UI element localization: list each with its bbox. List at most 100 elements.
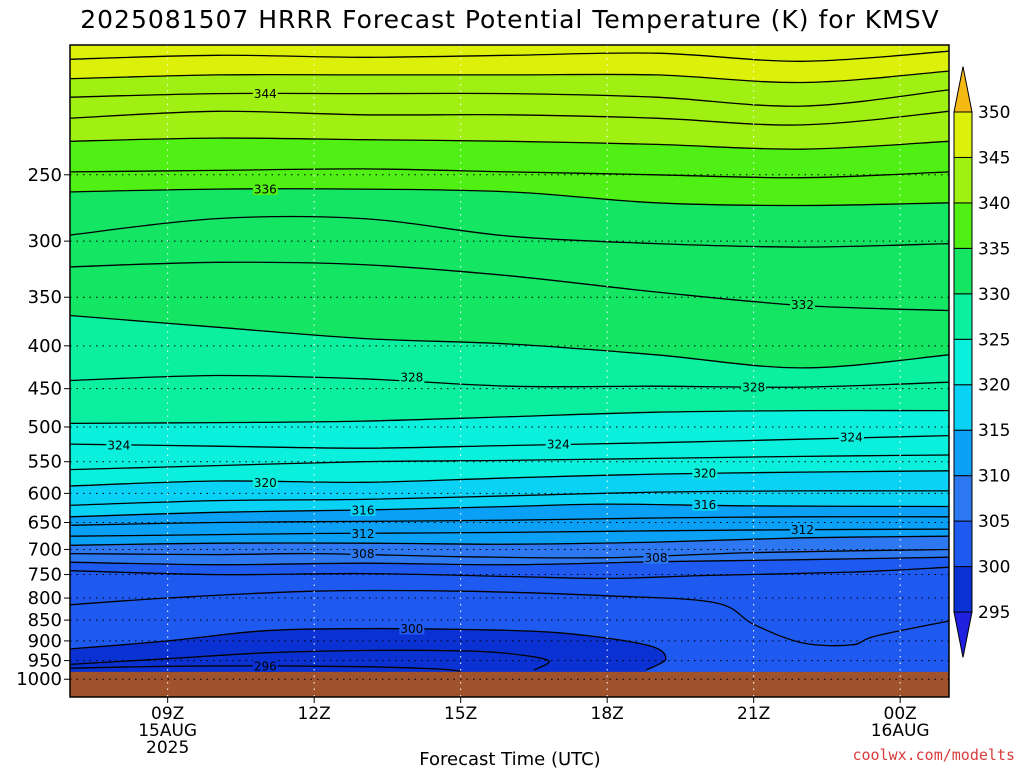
contour-line: [70, 665, 461, 672]
x-tick-label: 15AUG: [138, 721, 197, 741]
colorbar-tick-label: 305: [978, 512, 1010, 532]
contour-line: [70, 556, 949, 566]
y-tick-label: 550: [28, 452, 62, 473]
contour-label-bg: [643, 551, 669, 564]
contour-line: [70, 434, 949, 449]
contour-label-bg: [790, 523, 815, 536]
contour-line: [70, 589, 949, 647]
y-tick-label: 750: [28, 565, 62, 586]
colorbar-tick-label: 330: [978, 285, 1010, 305]
colorbar-tick-label: 335: [978, 239, 1010, 259]
x-tick-label: 21Z: [737, 704, 770, 724]
contour-label: 312: [352, 527, 375, 541]
contour-line: [70, 137, 949, 150]
contour-label: 324: [107, 438, 130, 452]
contour-line: [70, 374, 949, 388]
y-tick-label: 350: [28, 287, 62, 308]
y-tick-label: 650: [28, 512, 62, 533]
x-tick-label: 16AUG: [871, 721, 930, 741]
contour-line: [70, 409, 949, 425]
colorbar-tick-label: 340: [978, 194, 1010, 214]
contour-label-bg: [399, 622, 425, 635]
grid-lines: [70, 45, 949, 697]
y-tick-label: 1000: [16, 669, 62, 690]
colorbar-swatch: [953, 338, 973, 386]
colorbar-swatch: [953, 293, 973, 340]
contour-label-bg: [350, 527, 376, 540]
colorbar-swatch: [953, 111, 973, 158]
contour-label: 296: [254, 659, 277, 673]
colorbar-tick-label: 300: [978, 558, 1010, 578]
colorbar-tick-label: 345: [978, 148, 1010, 168]
contour-label-bg: [252, 87, 278, 100]
colorbar-tick-label: 325: [978, 330, 1010, 350]
colorbar-tick-label: 320: [978, 376, 1010, 396]
contour-label: 324: [840, 431, 863, 445]
y-tick-label: 850: [28, 610, 62, 631]
colorbar-swatch: [953, 475, 973, 522]
contour-line: [70, 168, 949, 179]
contour-label-bg: [838, 431, 864, 444]
plot-frame: [69, 44, 950, 698]
chart-title: 2025081507 HRRR Forecast Potential Tempe…: [80, 5, 939, 34]
y-tick-label: 800: [28, 588, 62, 609]
contour-label: 324: [547, 438, 570, 452]
contour-label-bg: [252, 659, 278, 672]
x-tick-label: 2025: [146, 738, 189, 758]
colorbar-tick-label: 315: [978, 421, 1010, 441]
contour-line: [70, 516, 949, 526]
contour-label: 344: [254, 87, 277, 101]
contour-label-bg: [692, 466, 718, 479]
contour-label-bg: [252, 183, 278, 196]
colorbar-swatch: [953, 202, 973, 249]
colorbar-extend-min: [953, 611, 973, 658]
ground-below-surface: [70, 671, 949, 697]
contour-label-bg: [106, 438, 132, 451]
contour-lines: [70, 50, 949, 672]
contour-label-bg: [252, 476, 278, 489]
contour-label: 336: [254, 183, 277, 197]
contour-label: 316: [352, 503, 375, 517]
x-tick-label: 09Z: [151, 704, 184, 724]
contour-label: 316: [693, 498, 716, 512]
contour-label-bg: [350, 503, 376, 516]
x-tick-label: 00Z: [884, 704, 917, 724]
contour-line: [70, 649, 550, 671]
contour-labels: 344 336 332 328 328 324 324 324 320 320 316 316 312 3…: [106, 87, 864, 673]
contour-line: [70, 548, 949, 559]
contour-line: [70, 89, 949, 107]
colorbar-swatch: [953, 566, 973, 613]
colorbar-swatch: [953, 520, 973, 568]
contour-label: 332: [791, 298, 814, 312]
contour-label: 308: [352, 547, 375, 561]
contour-line: [70, 70, 949, 84]
contour-label-bg: [692, 498, 718, 511]
y-tick-label: 500: [28, 417, 62, 438]
pressure-axis: 2503003504004505005506006507007508008509…: [16, 165, 70, 690]
y-tick-label: 400: [28, 336, 62, 357]
theta-fill-layer: [70, 45, 949, 697]
colorbar-swatch: [953, 384, 973, 431]
colorbar-swatch: [953, 156, 973, 204]
contour-line: [70, 314, 949, 369]
y-tick-label: 450: [28, 379, 62, 400]
contour-label: 320: [693, 466, 716, 480]
colorbar-extend-max: [953, 66, 973, 113]
contour-label-bg: [790, 298, 815, 311]
contour-line: [70, 50, 949, 62]
contour-line: [70, 490, 949, 506]
contour-line: [70, 454, 949, 471]
y-tick-label: 600: [28, 483, 62, 504]
colorbar-swatch: [953, 429, 973, 477]
colorbar-tick-label: 310: [978, 467, 1010, 487]
contour-label-bg: [545, 438, 571, 451]
y-tick-label: 250: [28, 165, 62, 186]
colorbar: 295 300 305 310 315 320 325 330 335 340 345 350: [953, 66, 1010, 658]
y-tick-label: 300: [28, 231, 62, 252]
contour-line: [70, 535, 949, 546]
contour-label: 300: [400, 622, 423, 636]
y-tick-label: 700: [28, 539, 62, 560]
x-axis-label: Forecast Time (UTC): [419, 749, 600, 768]
contour-label: 328: [400, 371, 423, 385]
